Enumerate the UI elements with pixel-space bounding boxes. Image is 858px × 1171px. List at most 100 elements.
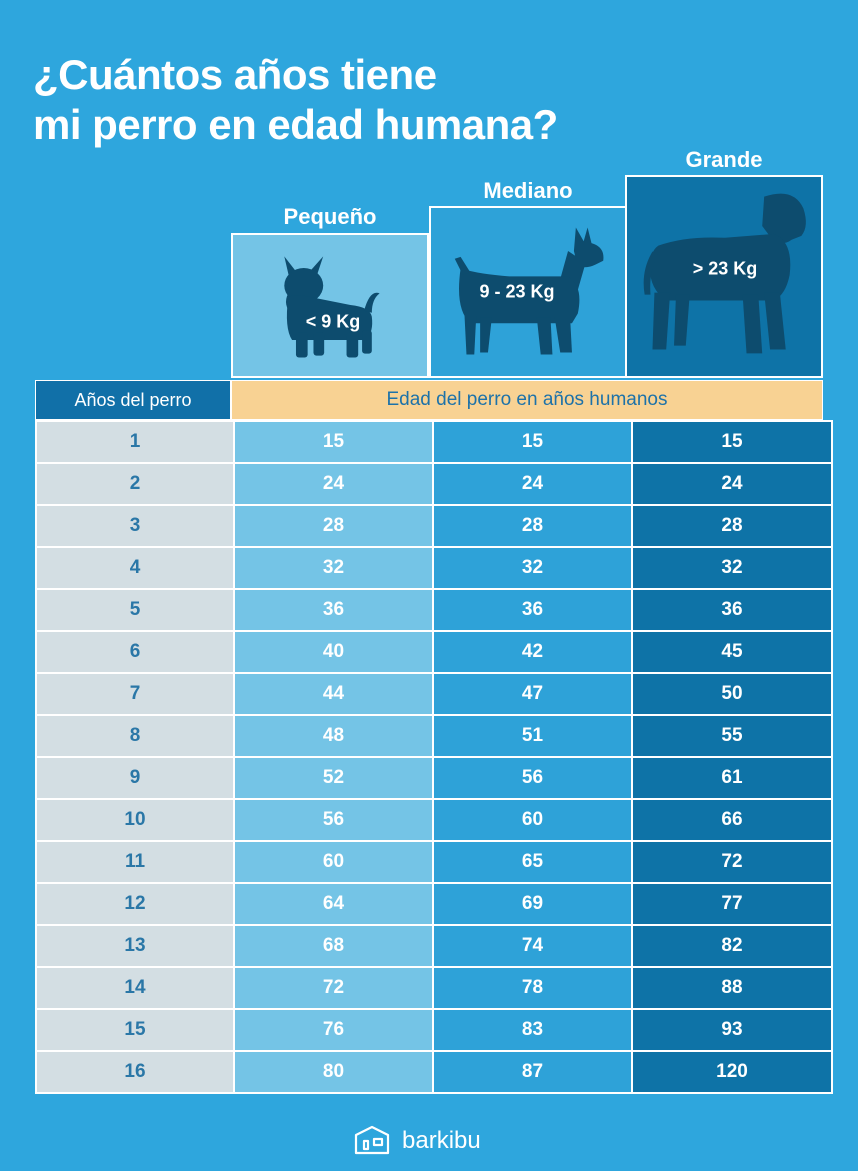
dog-age-cell: 10 — [35, 798, 235, 842]
medium-human-age-cell: 15 — [432, 420, 633, 464]
weight-medium: 9 - 23 Kg — [479, 281, 555, 302]
table-row: 7 44 47 50 — [35, 672, 833, 716]
small-human-age-cell: 52 — [233, 756, 434, 800]
table-row: 16 80 87 120 — [35, 1050, 833, 1094]
large-human-age-cell: 28 — [631, 504, 833, 548]
medium-human-age-cell: 83 — [432, 1008, 633, 1052]
large-human-age-cell: 50 — [631, 672, 833, 716]
table-row: 10 56 60 66 — [35, 798, 833, 842]
medium-human-age-cell: 74 — [432, 924, 633, 968]
large-dog-card: > 23 Kg — [625, 175, 823, 378]
dog-age-cell: 16 — [35, 1050, 235, 1094]
small-human-age-cell: 44 — [233, 672, 434, 716]
small-human-age-cell: 40 — [233, 630, 434, 674]
small-human-age-cell: 48 — [233, 714, 434, 758]
small-human-age-cell: 80 — [233, 1050, 434, 1094]
large-human-age-cell: 32 — [631, 546, 833, 590]
table-row: 11 60 65 72 — [35, 840, 833, 884]
large-dog-icon — [643, 193, 806, 354]
medium-human-age-cell: 65 — [432, 840, 633, 884]
table-row: 1 15 15 15 — [35, 420, 833, 464]
small-human-age-cell: 36 — [233, 588, 434, 632]
dog-age-cell: 2 — [35, 462, 235, 506]
title-line-1: ¿Cuántos años tiene — [33, 51, 437, 98]
dog-age-cell: 15 — [35, 1008, 235, 1052]
table-row: 8 48 51 55 — [35, 714, 833, 758]
medium-human-age-cell: 87 — [432, 1050, 633, 1094]
large-human-age-cell: 45 — [631, 630, 833, 674]
large-human-age-cell: 77 — [631, 882, 833, 926]
medium-dog-icon — [454, 227, 604, 355]
medium-human-age-cell: 36 — [432, 588, 633, 632]
dog-age-cell: 11 — [35, 840, 235, 884]
table-row: 13 68 74 82 — [35, 924, 833, 968]
barkibu-logo-icon — [354, 1125, 390, 1155]
dog-age-cell: 8 — [35, 714, 235, 758]
large-human-age-cell: 61 — [631, 756, 833, 800]
dog-age-cell: 12 — [35, 882, 235, 926]
medium-human-age-cell: 56 — [432, 756, 633, 800]
table-row: 2 24 24 24 — [35, 462, 833, 506]
weight-large: > 23 Kg — [692, 258, 758, 279]
small-human-age-cell: 76 — [233, 1008, 434, 1052]
age-table: 1 15 15 15 2 24 24 24 3 28 28 28 4 32 32 32 5 36 36 36 6 40 42… — [35, 420, 833, 1094]
large-human-age-cell: 72 — [631, 840, 833, 884]
brand-name: barkibu — [402, 1127, 481, 1154]
page-title: ¿Cuántos años tiene mi perro en edad hum… — [33, 50, 813, 150]
small-dog-card: < 9 Kg — [231, 233, 429, 378]
table-row: 5 36 36 36 — [35, 588, 833, 632]
small-human-age-cell: 72 — [233, 966, 434, 1010]
large-human-age-cell: 120 — [631, 1050, 833, 1094]
dog-age-cell: 14 — [35, 966, 235, 1010]
title-line-2: mi perro en edad humana? — [33, 101, 558, 148]
large-human-age-cell: 36 — [631, 588, 833, 632]
medium-human-age-cell: 78 — [432, 966, 633, 1010]
small-human-age-cell: 60 — [233, 840, 434, 884]
large-human-age-cell: 82 — [631, 924, 833, 968]
medium-human-age-cell: 32 — [432, 546, 633, 590]
large-human-age-cell: 15 — [631, 420, 833, 464]
small-human-age-cell: 64 — [233, 882, 434, 926]
large-human-age-cell: 88 — [631, 966, 833, 1010]
large-human-age-cell: 55 — [631, 714, 833, 758]
table-row: 4 32 32 32 — [35, 546, 833, 590]
small-human-age-cell: 15 — [233, 420, 434, 464]
dog-age-cell: 3 — [35, 504, 235, 548]
medium-dog-card: 9 - 23 Kg — [429, 206, 627, 378]
dog-years-header: Años del perro — [35, 380, 231, 420]
table-row: 9 52 56 61 — [35, 756, 833, 800]
large-human-age-cell: 93 — [631, 1008, 833, 1052]
medium-human-age-cell: 60 — [432, 798, 633, 842]
small-human-age-cell: 28 — [233, 504, 434, 548]
dog-age-cell: 5 — [35, 588, 235, 632]
human-years-header: Edad del perro en años humanos — [231, 380, 823, 420]
dog-age-cell: 9 — [35, 756, 235, 800]
medium-human-age-cell: 24 — [432, 462, 633, 506]
small-human-age-cell: 24 — [233, 462, 434, 506]
medium-human-age-cell: 69 — [432, 882, 633, 926]
dog-age-cell: 1 — [35, 420, 235, 464]
large-human-age-cell: 24 — [631, 462, 833, 506]
table-row: 15 76 83 93 — [35, 1008, 833, 1052]
small-human-age-cell: 32 — [233, 546, 434, 590]
table-row: 12 64 69 77 — [35, 882, 833, 926]
dog-age-cell: 4 — [35, 546, 235, 590]
size-label-small: Pequeño — [283, 204, 377, 229]
table-row: 3 28 28 28 — [35, 504, 833, 548]
medium-human-age-cell: 42 — [432, 630, 633, 674]
dog-age-cell: 13 — [35, 924, 235, 968]
brand-footer: barkibu — [352, 1121, 481, 1161]
weight-small: < 9 Kg — [305, 311, 361, 332]
table-row: 14 72 78 88 — [35, 966, 833, 1010]
medium-human-age-cell: 47 — [432, 672, 633, 716]
small-dog-icon — [284, 256, 380, 358]
dog-age-cell: 7 — [35, 672, 235, 716]
small-human-age-cell: 56 — [233, 798, 434, 842]
medium-human-age-cell: 51 — [432, 714, 633, 758]
small-human-age-cell: 68 — [233, 924, 434, 968]
size-label-medium: Mediano — [483, 178, 573, 203]
table-row: 6 40 42 45 — [35, 630, 833, 674]
medium-human-age-cell: 28 — [432, 504, 633, 548]
dog-age-cell: 6 — [35, 630, 235, 674]
large-human-age-cell: 66 — [631, 798, 833, 842]
